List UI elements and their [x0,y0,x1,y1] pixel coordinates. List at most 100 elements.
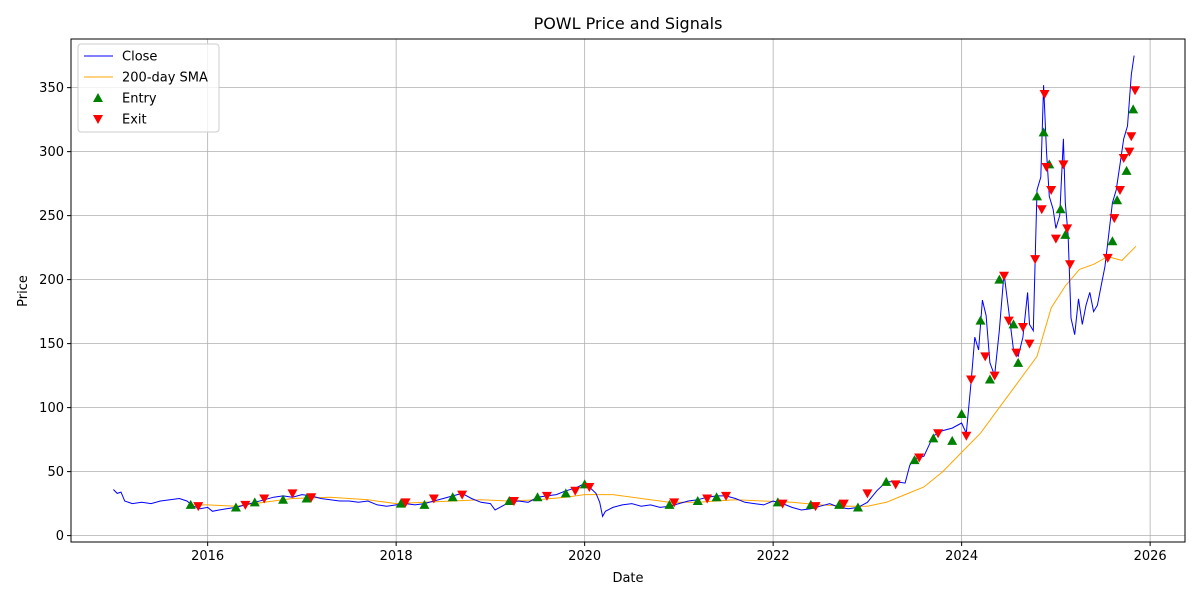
plot-frame [70,38,1186,543]
entry-marker [1060,229,1071,239]
exit-marker [1050,234,1061,244]
exit-marker [1114,186,1125,196]
y-tick-label: 0 [56,529,64,544]
exit-marker [838,499,849,509]
exit-marker [980,352,991,362]
y-tick-label: 350 [39,81,64,96]
plot-area [113,55,1141,518]
exit-marker [777,499,788,509]
exit-marker [570,486,581,496]
exit-marker [541,491,552,501]
entry-marker [692,496,703,506]
exit-marker [400,498,411,508]
exit-marker [240,500,251,510]
entry-marker [1032,191,1043,201]
x-tick-label: 2018 [380,549,413,564]
y-tick-label: 50 [47,465,64,480]
entry-marker [909,455,920,465]
entry-marker [395,498,406,508]
exit-marker [961,431,972,441]
entry-marker [984,374,995,384]
exit-marker [989,371,1000,381]
exit-marker [1062,224,1073,234]
legend-box [77,43,220,133]
exit-marker [1058,160,1069,170]
x-axis-label: Date [612,571,643,586]
entry-marker [852,502,863,512]
chart-title: POWL Price and Signals [534,14,723,33]
x-tick-label: 2024 [945,549,978,564]
exit-marker [890,480,901,490]
exit-marker [999,271,1010,281]
x-axis-ticks: 2016 2018 2020 2022 2024 2026 [191,542,1167,564]
entry-marker [419,499,430,509]
legend-label: Exit [122,113,147,128]
exit-marker [508,497,519,507]
exit-marker [933,429,944,439]
exit-marker [702,494,713,504]
exit-marker [1039,90,1050,100]
exit-marker [1036,205,1047,215]
exit-marker [1118,154,1129,164]
entry-marker [278,494,289,504]
entry-marker [447,492,458,502]
exit-marker [1046,186,1057,196]
y-tick-label: 200 [39,273,64,288]
exit-marker [862,489,873,499]
entry-marker [1121,165,1132,175]
exit-marker [1109,214,1120,224]
legend-swatch [93,115,103,124]
exit-marker [810,502,821,512]
exit-marker [584,482,595,492]
legend-label: Close [122,50,157,65]
y-tick-label: 150 [39,337,64,352]
exit-marker [1017,322,1028,332]
entry-marker [560,488,571,498]
entry-marker [664,499,675,509]
entry-marker [1013,357,1024,367]
x-tick-label: 2026 [1134,549,1167,564]
entry-marker [532,492,543,502]
entry-marker [834,499,845,509]
exit-marker [1126,132,1137,142]
entry-marker [947,435,958,445]
exit-marker [1124,147,1135,157]
exit-marker [428,494,439,504]
exit-marker [1003,316,1014,326]
x-tick-label: 2020 [568,549,601,564]
y-tick-label: 300 [39,145,64,160]
legend-swatch [93,93,103,102]
entry-marker [1008,319,1019,329]
legend-label: 200-day SMA [122,71,208,86]
exit-marker [966,375,977,385]
legend-label: Entry [122,92,157,107]
exit-marker [1041,162,1052,172]
entry-marker [1128,104,1139,114]
exit-marker [1030,255,1041,265]
entry-marker [928,433,939,443]
exit-marker [1102,253,1113,263]
exit-marker [306,493,317,503]
entry-marker [185,499,196,509]
exit-marker [1130,86,1141,96]
exit-marker [457,490,468,500]
y-axis-label: Price [16,275,31,307]
entry-marker [994,274,1005,284]
exit-marker [259,494,270,504]
entry-marker [1112,195,1123,205]
exit-marker [1065,260,1076,270]
exit-marker [1011,348,1022,358]
exit-marker [914,453,925,463]
exit-marker [721,491,732,501]
sma-line [188,245,1137,507]
exit-marker [1024,339,1035,349]
entry-marker [1038,127,1049,137]
entry-marker [956,409,967,419]
entry-marker [975,315,986,325]
entry-marker [1055,204,1066,214]
entry-marker [1107,236,1118,246]
exit-marker [193,502,204,512]
entry-marker [230,502,241,512]
entry-marker [504,496,515,506]
